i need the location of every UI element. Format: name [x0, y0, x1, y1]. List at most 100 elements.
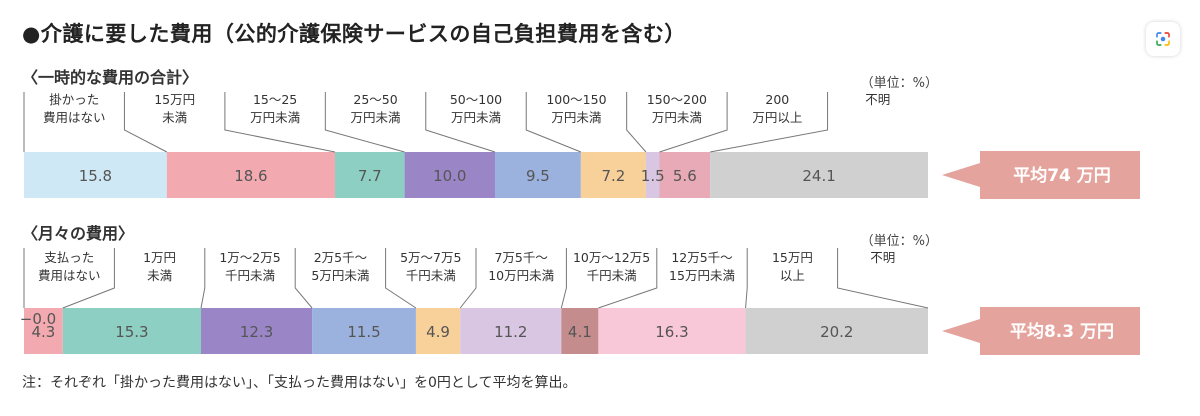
chart2-value-label: 20.2: [820, 323, 853, 341]
chart2-category-label: 15万円未満: [669, 268, 735, 283]
chart2-category-label: 2万5千〜: [314, 250, 367, 265]
chart2-category-label: 5万〜7万5: [400, 250, 461, 265]
chart2-category-label: 千円未満: [225, 268, 275, 283]
chart2-leader-line: [200, 248, 206, 309]
chart2-category-label: 7万5千〜: [494, 250, 547, 265]
chart1-leader-line: [659, 92, 728, 153]
chart2-zero-value-label: −0.0: [20, 310, 56, 328]
chart1-bar-segment: [645, 152, 660, 198]
chart2-subtitle: 〈月々の費用〉: [22, 224, 135, 243]
google-lens-icon[interactable]: [1146, 22, 1180, 56]
chart2-bar-segment: [24, 308, 63, 354]
chart1-category-label: 25〜50: [353, 92, 397, 107]
chart1-leader-line: [324, 92, 405, 153]
chart1-bar-segment: [494, 152, 581, 198]
chart1-category-label: 万円未満: [250, 110, 300, 125]
chart1-bar-segment: [24, 152, 167, 198]
chart1-category-label: 50〜100: [450, 92, 502, 107]
chart2-value-label: 4.1: [568, 323, 592, 341]
footnote: 注：それぞれ「掛かった費用はない」、「支払った費用はない」を0円として平均を算出…: [22, 375, 577, 391]
chart1-bar-segment: [659, 152, 711, 198]
chart2-value-label: 11.5: [347, 323, 380, 341]
chart1-category-label: 15万円: [154, 92, 195, 107]
chart2-leader-line: [459, 248, 477, 309]
chart2-leader-line: [294, 248, 313, 309]
chart1-category-label: 150〜200: [647, 92, 707, 107]
chart2-average-callout: [942, 307, 1140, 355]
chart1-value-label: 7.2: [601, 167, 625, 185]
chart2-average-label: 平均8.3 万円: [1010, 321, 1114, 342]
chart2-leader-line: [62, 248, 115, 309]
chart1-leader-line: [224, 92, 336, 153]
chart2-leader-line: [385, 248, 417, 309]
chart2-category-label: 支払った: [44, 250, 94, 265]
chart2-bar-segment: [745, 308, 928, 354]
chart2-category-label: 10万〜12万5: [573, 250, 650, 265]
chart2-bar-segment: [561, 308, 599, 354]
chart1-value-label: 1.5: [641, 167, 665, 185]
chart2-category-label: 以上: [780, 268, 805, 283]
chart1-category-label: 掛かった: [49, 92, 99, 107]
chart2-category-label: 12万5千〜: [671, 250, 732, 265]
chart1-bar-segment: [404, 152, 495, 198]
chart2-category-label: 5万円未満: [311, 268, 369, 283]
chart2-value-label: 12.3: [240, 323, 273, 341]
chart2-value-label: 4.9: [426, 323, 450, 341]
chart1-average-callout: [942, 151, 1140, 199]
chart1-category-label: 15〜25: [253, 92, 297, 107]
chart1-value-label: 24.1: [802, 167, 835, 185]
chart2-unit-label: （単位：%）: [860, 234, 938, 249]
chart1-category-label: 100〜150: [546, 92, 606, 107]
chart2-category-label: 15万円: [772, 250, 813, 265]
chart1-leader-line: [425, 92, 496, 153]
chart-title: ●介護に要した費用（公的介護保険サービスの自己負担費用を含む）: [22, 22, 686, 46]
chart1-bar-segment: [334, 152, 405, 198]
chart1-category-label: 万円未満: [652, 110, 702, 125]
chart2-category-label: 10万円未満: [488, 268, 554, 283]
chart2-leader-line: [598, 248, 658, 309]
chart1-category-label: 万円未満: [351, 110, 401, 125]
chart1-average-label: 平均74 万円: [1013, 165, 1111, 186]
chart2-leader-line: [560, 248, 567, 309]
chart2-category-label: 未満: [147, 268, 172, 283]
chart2-bar-segment: [312, 308, 416, 354]
chart1-category-label: 万円未満: [551, 110, 601, 125]
chart2-value-label: 15.3: [115, 323, 148, 341]
chart1-category-label: 未満: [162, 110, 187, 125]
chart2-value-label: 16.3: [655, 323, 688, 341]
chart1-leader-line: [525, 92, 582, 153]
chart1-category-label: 万円未満: [451, 110, 501, 125]
chart1-value-label: 15.8: [79, 167, 112, 185]
chart2-category-label: 千円未満: [406, 268, 456, 283]
chart2-leader-line: [837, 248, 929, 309]
chart1-value-label: 9.5: [526, 167, 550, 185]
chart2-bar-segment: [62, 308, 202, 354]
chart1-bar-segment: [710, 152, 928, 198]
chart1-category-label: 費用はない: [43, 110, 106, 125]
chart1-category-label: 200: [765, 92, 789, 107]
chart2-value-label: 11.2: [494, 323, 527, 341]
chart2-bar-segment: [415, 308, 461, 354]
chart1-value-label: 7.7: [358, 167, 382, 185]
chart2-category-label: 千円未満: [587, 268, 637, 283]
chart1-leader-line: [626, 92, 647, 153]
chart2-category-label: 1万〜2万5: [219, 250, 280, 265]
chart1-subtitle: 〈一時的な費用の合計〉: [22, 68, 199, 87]
chart2-value-label: 4.3: [31, 323, 55, 341]
chart2-leader-line: [745, 248, 748, 309]
chart2-bar-segment: [598, 308, 746, 354]
chart2-category-label: 費用はない: [38, 268, 101, 283]
chart1-leader-line: [710, 92, 829, 153]
chart1-value-label: 5.6: [673, 167, 697, 185]
chart1-leader-line: [123, 92, 168, 153]
chart1-bar-segment: [580, 152, 646, 198]
chart2-category-label: 1万円: [143, 250, 176, 265]
chart1-unit-label: （単位：%）: [860, 76, 938, 91]
chart2-bar-segment: [460, 308, 562, 354]
chart1-bar-segment: [166, 152, 335, 198]
chart2-bar-segment: [201, 308, 313, 354]
chart1-value-label: 18.6: [234, 167, 267, 185]
chart1-value-label: 10.0: [433, 167, 466, 185]
chart2-category-label: 不明: [870, 250, 895, 265]
